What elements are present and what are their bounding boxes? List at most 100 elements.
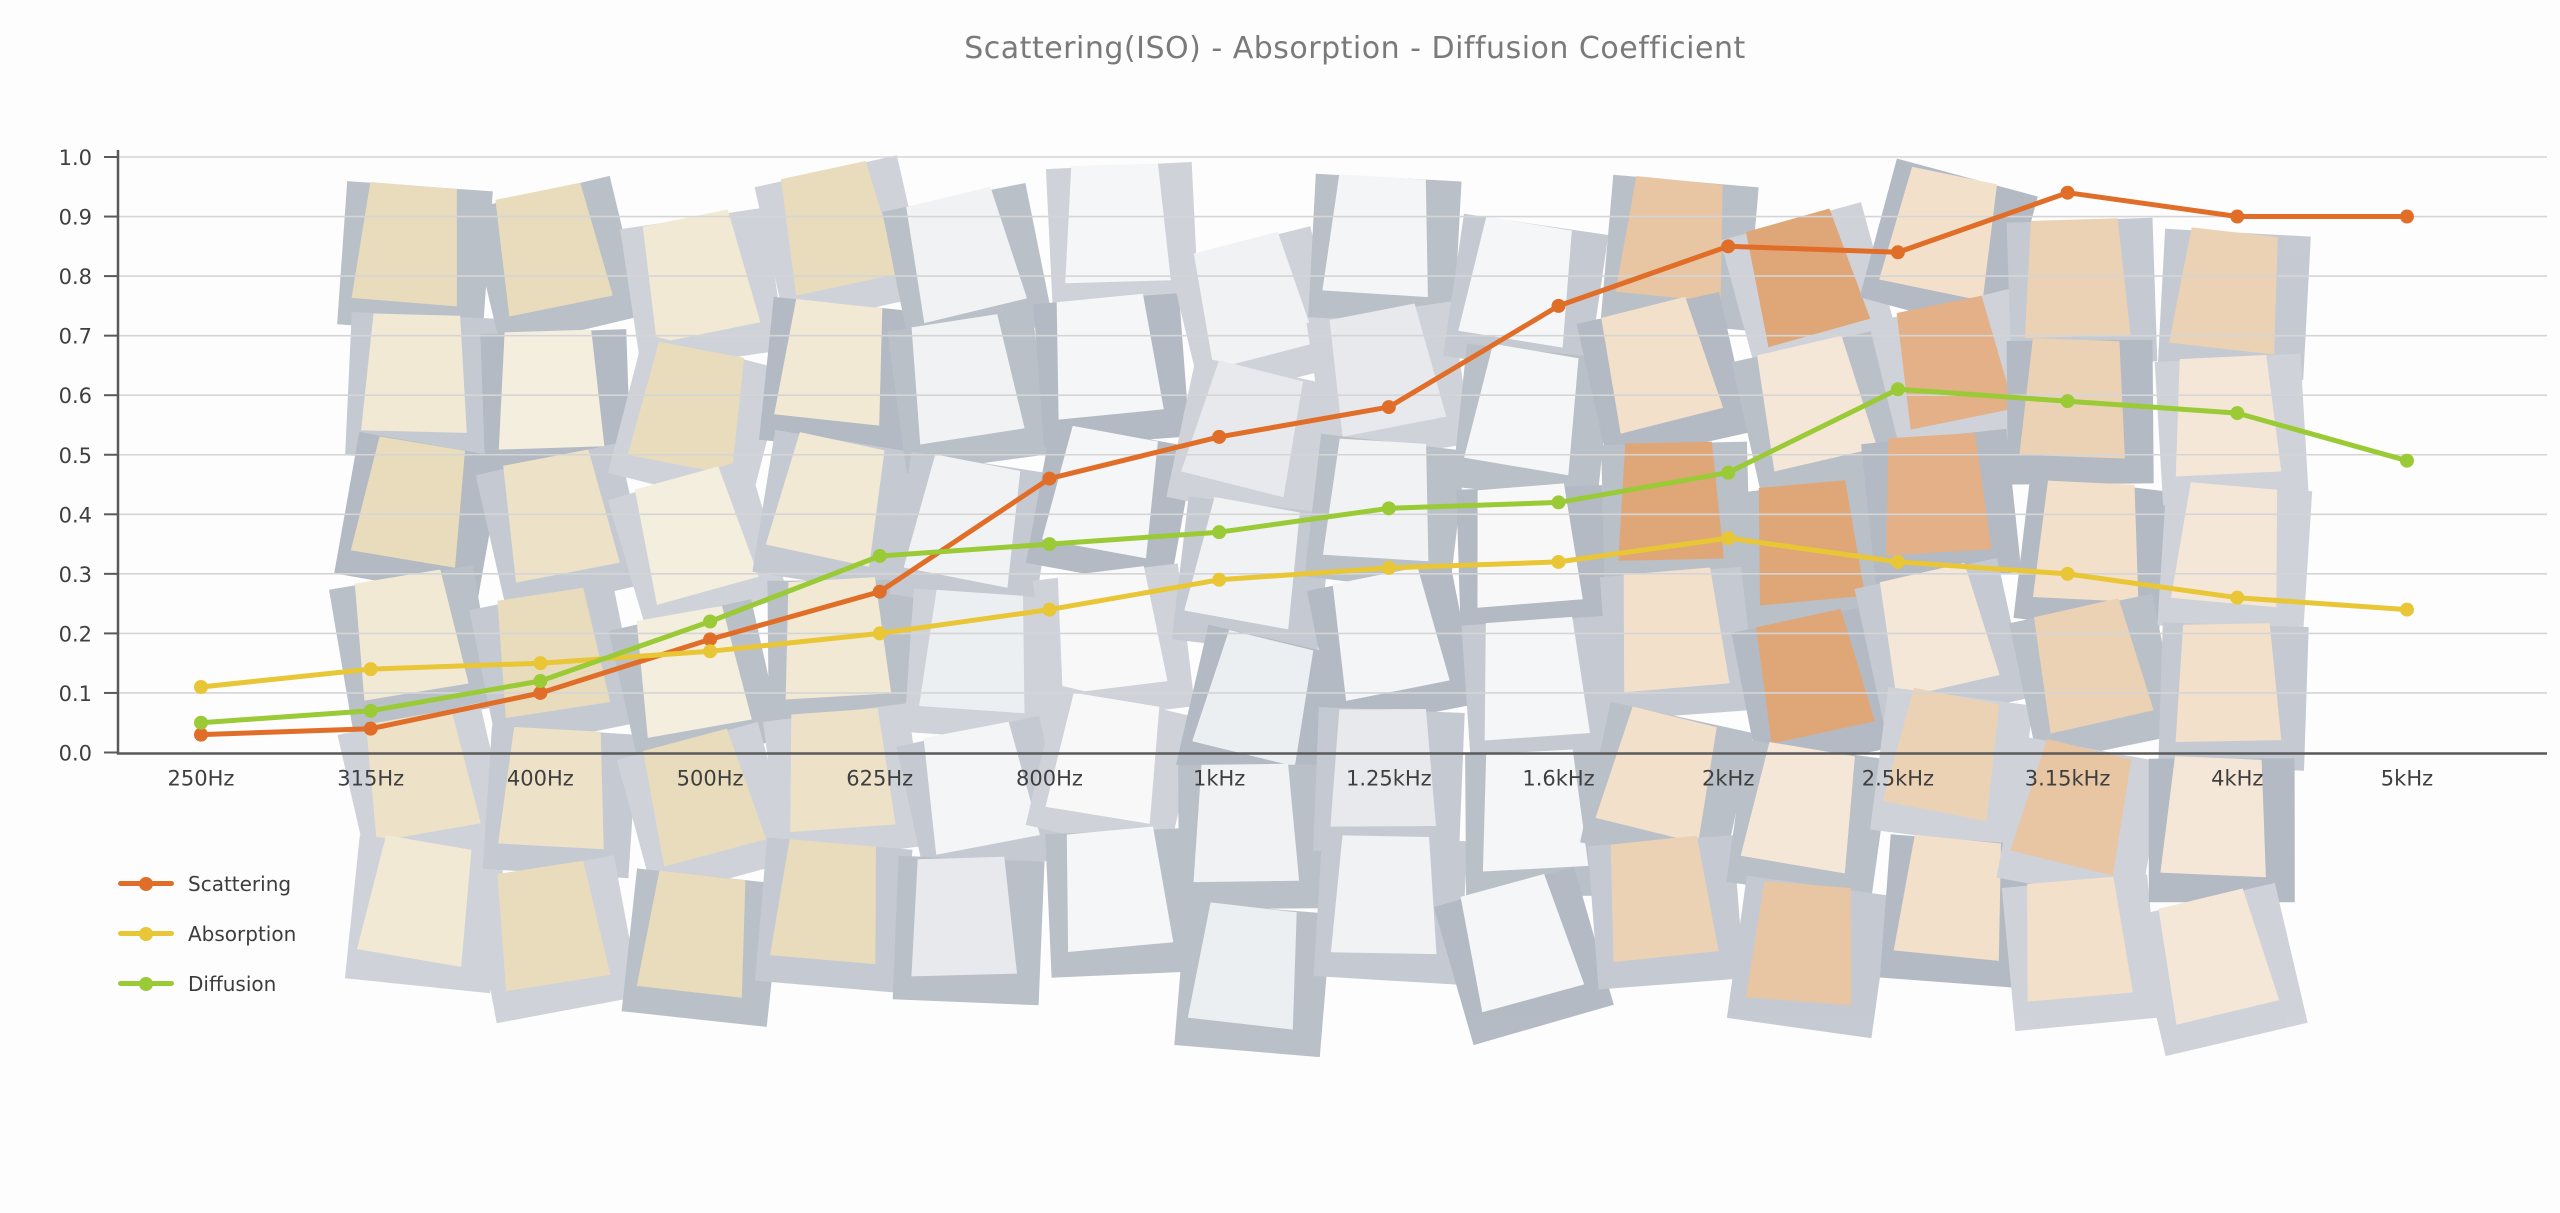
data-point-absorption-3.15kHz	[2060, 566, 2075, 581]
data-point-scattering-400Hz	[533, 685, 548, 700]
legend-item-scattering[interactable]: Scattering	[118, 871, 296, 896]
watermark-block	[1757, 335, 1878, 472]
data-point-diffusion-400Hz	[533, 674, 548, 689]
data-point-diffusion-1kHz	[1212, 525, 1227, 540]
data-point-scattering-3.15kHz	[2060, 185, 2075, 200]
data-point-diffusion-3.15kHz	[2060, 394, 2075, 409]
watermark-block	[1322, 174, 1428, 298]
data-point-diffusion-250Hz	[194, 715, 208, 730]
data-point-absorption-315Hz	[363, 662, 378, 677]
data-point-diffusion-800Hz	[1042, 537, 1057, 552]
legend-line-marker-icon	[118, 976, 174, 991]
x-tick-label: 800Hz	[1016, 767, 1083, 791]
data-point-diffusion-5kHz	[2399, 453, 2414, 468]
x-tick-label: 5kHz	[2381, 767, 2433, 791]
watermark-block	[1879, 166, 1997, 301]
watermark-block	[1187, 902, 1297, 1030]
x-tick-label: 500Hz	[677, 767, 744, 791]
watermark-block	[923, 721, 1040, 855]
data-point-diffusion-1.6kHz	[1551, 495, 1566, 510]
data-point-scattering-1kHz	[1212, 429, 1227, 444]
y-tick-label: 0.3	[59, 563, 92, 587]
data-point-diffusion-2.5kHz	[1890, 382, 1905, 397]
watermark-block	[1740, 742, 1855, 874]
data-point-diffusion-315Hz	[363, 703, 378, 718]
data-point-absorption-5kHz	[2399, 602, 2414, 617]
legend-item-absorption[interactable]: Absorption	[118, 921, 297, 946]
watermark-block	[1746, 208, 1871, 348]
y-tick-label: 0.6	[59, 384, 92, 408]
data-point-absorption-800Hz	[1042, 602, 1057, 617]
watermark-block	[1322, 438, 1429, 562]
data-point-diffusion-500Hz	[703, 614, 718, 629]
data-point-absorption-1kHz	[1212, 572, 1227, 587]
legend-label: Absorption	[188, 921, 297, 946]
watermark-block	[1745, 881, 1852, 1006]
data-point-diffusion-2kHz	[1721, 465, 1736, 480]
watermark-block	[2171, 482, 2278, 608]
watermark-block	[2010, 739, 2132, 876]
watermark-block	[1623, 567, 1730, 693]
watermark-block	[498, 727, 604, 850]
watermark-block	[774, 299, 883, 426]
legend-item-diffusion[interactable]: Diffusion	[118, 972, 296, 996]
watermark-block	[1330, 709, 1436, 827]
data-point-scattering-250Hz	[194, 727, 208, 742]
watermark-block	[1329, 303, 1447, 437]
y-tick-label: 0.5	[59, 444, 92, 468]
watermark-block	[1601, 296, 1724, 434]
watermark-block	[2169, 227, 2278, 355]
watermark-block	[1065, 163, 1171, 284]
legend-label: Scattering	[188, 871, 292, 896]
watermark-block	[1756, 608, 1875, 744]
data-point-absorption-2.5kHz	[1890, 554, 1905, 569]
x-tick-label: 3.15kHz	[2025, 767, 2111, 791]
watermark-block	[1193, 763, 1300, 883]
data-point-absorption-1.6kHz	[1551, 554, 1566, 569]
data-point-absorption-250Hz	[194, 679, 208, 694]
x-tick-label: 1kHz	[1193, 767, 1245, 791]
watermark-block	[1045, 692, 1160, 824]
legend-dot-icon	[139, 876, 153, 891]
watermark-block	[643, 728, 767, 867]
watermark-block	[906, 186, 1027, 324]
data-point-absorption-400Hz	[533, 656, 548, 671]
legend-dot-icon	[139, 926, 153, 941]
watermark-block	[2160, 756, 2266, 878]
series-line-absorption	[198, 535, 2410, 690]
y-tick-label: 0.0	[59, 742, 92, 766]
watermark-block	[781, 161, 900, 296]
y-tick-label: 0.1	[59, 682, 92, 706]
watermark-block	[1056, 293, 1164, 420]
series-line-diffusion	[198, 386, 2410, 726]
data-point-scattering-625Hz	[872, 584, 887, 599]
watermark-block	[1886, 432, 1992, 556]
watermark-block	[2027, 876, 2133, 1002]
x-tick-label: 2.5kHz	[1862, 767, 1934, 791]
x-tick-label: 4kHz	[2211, 767, 2263, 791]
data-point-scattering-1.25kHz	[1381, 400, 1396, 415]
data-point-absorption-4kHz	[2230, 590, 2245, 605]
x-tick-label: 400Hz	[507, 767, 574, 791]
watermark-block	[911, 856, 1017, 977]
x-axis-labels: 250Hz 315Hz 400Hz 500Hz 625Hz 800Hz 1kHz 1.25kH…	[168, 767, 2434, 791]
watermark-block	[634, 466, 759, 605]
data-point-scattering-5kHz	[2399, 209, 2414, 224]
watermark-block	[1464, 343, 1579, 476]
series-diffusion	[194, 382, 2414, 730]
y-tick-label: 0.7	[59, 325, 92, 349]
y-tick-label: 0.9	[59, 206, 92, 230]
y-tick-label: 0.2	[59, 622, 92, 646]
x-tick-label: 2kHz	[1702, 767, 1754, 791]
background-watermark-image	[329, 155, 2313, 1058]
x-tick-label: 315Hz	[337, 767, 404, 791]
watermark-block	[1595, 706, 1717, 844]
data-point-diffusion-1.25kHz	[1381, 501, 1396, 516]
series-scattering	[194, 185, 2414, 742]
legend: Scattering Absorption Diffusion	[118, 871, 297, 996]
data-point-scattering-315Hz	[363, 721, 378, 736]
data-point-absorption-1.25kHz	[1381, 560, 1396, 575]
x-tick-label: 1.6kHz	[1522, 767, 1594, 791]
